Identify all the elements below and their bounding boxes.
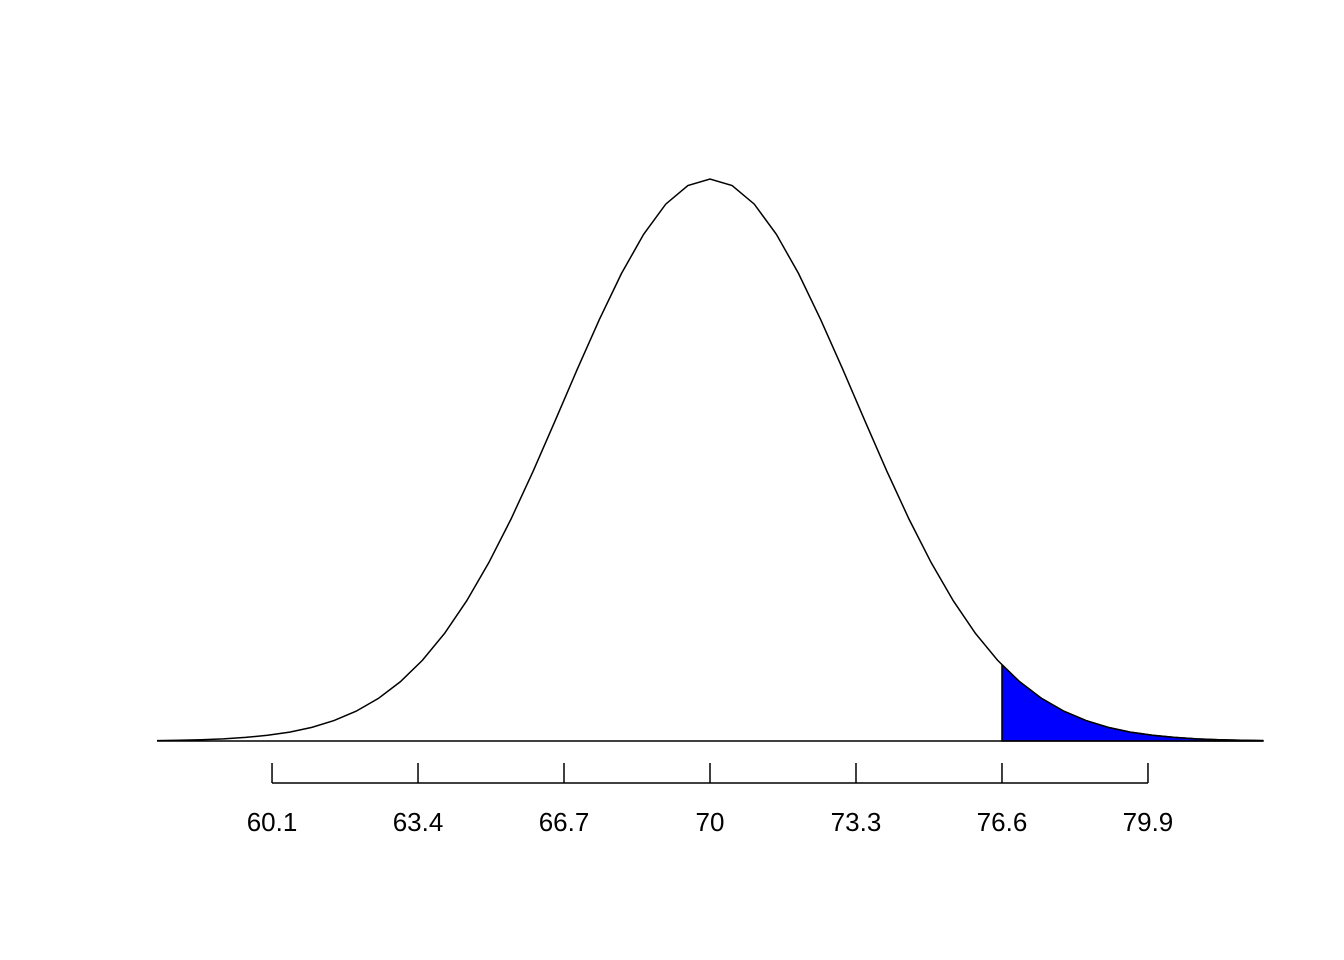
density-curve [156,178,1264,742]
x-tick-label: 63.4 [393,807,444,837]
x-tick-label: 60.1 [247,807,298,837]
x-tick-label: 76.6 [977,807,1028,837]
x-tick-label: 70 [696,807,725,837]
x-tick-label: 79.9 [1123,807,1174,837]
x-tick-label: 66.7 [539,807,590,837]
x-tick-label: 73.3 [831,807,882,837]
